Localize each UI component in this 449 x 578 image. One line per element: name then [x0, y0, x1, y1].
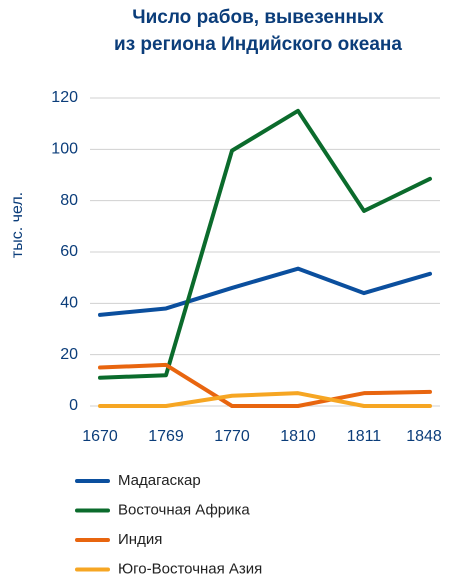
chart-title: из региона Индийского океана — [114, 34, 402, 55]
legend-label: Юго-Восточная Азия — [118, 560, 262, 577]
legend-label: Мадагаскар — [118, 472, 201, 489]
y-tick-label: 80 — [60, 192, 78, 209]
y-tick-label: 120 — [51, 89, 78, 106]
y-tick-label: 20 — [60, 346, 78, 363]
y-tick-label: 60 — [60, 243, 78, 260]
y-tick-label: 0 — [69, 397, 78, 414]
x-tick-label: 1810 — [280, 428, 316, 445]
series-line — [98, 266, 432, 317]
y-tick-label: 100 — [51, 141, 78, 158]
y-tick-label: 40 — [60, 295, 78, 312]
series-line — [98, 391, 432, 408]
x-tick-label: 1770 — [214, 428, 250, 445]
legend-label: Индия — [118, 531, 162, 548]
series-line — [98, 108, 432, 380]
series-line — [98, 362, 432, 408]
x-tick-label: 1769 — [148, 428, 184, 445]
chart-title: Число рабов, вывезенных — [132, 7, 384, 28]
legend-label: Восточная Африка — [118, 501, 250, 518]
x-tick-label: 1848 — [406, 428, 442, 445]
x-tick-label: 1670 — [82, 428, 118, 445]
y-axis-label: тыс. чел. — [9, 192, 26, 258]
x-tick-label: 1811 — [347, 428, 382, 445]
